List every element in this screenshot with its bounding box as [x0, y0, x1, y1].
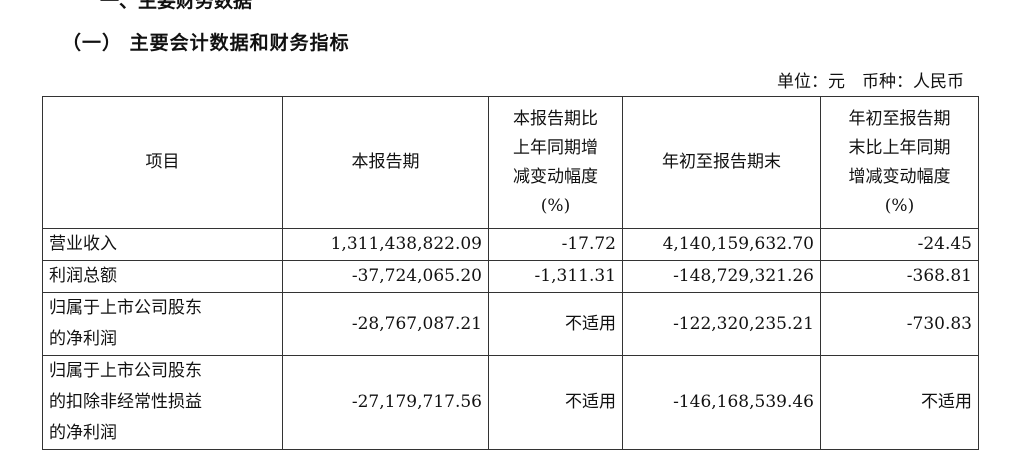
item-line: 的扣除非经常性损益: [49, 392, 202, 412]
item-line: 利润总额: [49, 266, 117, 286]
table-row: 营业收入 1,311,438,822.09 -17.72 4,140,159,632.…: [42, 228, 979, 261]
cell-current-change: -1,311.31: [488, 260, 623, 293]
cell-current: -27,179,717.56: [282, 355, 489, 450]
cell-item: 归属于上市公司股东 的净利润: [42, 292, 283, 356]
cell-ytd-change: 不适用: [820, 355, 979, 450]
header-current-change: 本报告期比 上年同期增 减变动幅度 (%): [488, 96, 623, 229]
header-line: 减变动幅度: [513, 166, 598, 187]
cell-item: 利润总额: [42, 260, 283, 293]
cell-ytd: 4,140,159,632.70: [622, 228, 821, 261]
section-title: （一） 主要会计数据和财务指标: [62, 32, 350, 54]
cell-ytd-change: -24.45: [820, 228, 979, 261]
item-line: 归属于上市公司股东: [49, 298, 202, 318]
cell-item: 营业收入: [42, 228, 283, 261]
header-line: (%): [540, 195, 571, 216]
table-row: 归属于上市公司股东 的扣除非经常性损益 的净利润 -27,179,717.56 不适用 -…: [42, 355, 979, 450]
header-line: 上年同期增: [513, 137, 598, 158]
table-row: 归属于上市公司股东 的净利润 -28,767,087.21 不适用 -122,320,2…: [42, 292, 979, 356]
item-line: 归属于上市公司股东: [49, 361, 202, 381]
item-line: 的净利润: [49, 329, 117, 349]
header-line: (%): [884, 195, 915, 216]
table-row: 利润总额 -37,724,065.20 -1,311.31 -148,729,321.…: [42, 260, 979, 293]
header-item: 项目: [42, 96, 283, 229]
cell-ytd: -148,729,321.26: [622, 260, 821, 293]
clipped-heading: 一、主要财务数据: [100, 0, 253, 12]
header-ytd: 年初至报告期末: [622, 96, 821, 229]
cell-current: -37,724,065.20: [282, 260, 489, 293]
header-line: 本报告期比: [513, 108, 598, 129]
cell-current: -28,767,087.21: [282, 292, 489, 356]
cell-current-change: 不适用: [488, 292, 623, 356]
header-line: 增减变动幅度: [848, 166, 951, 187]
item-line: 的净利润: [49, 423, 117, 443]
cell-ytd: -122,320,235.21: [622, 292, 821, 356]
cell-ytd: -146,168,539.46: [622, 355, 821, 450]
cell-item: 归属于上市公司股东 的扣除非经常性损益 的净利润: [42, 355, 283, 450]
header-line: 末比上年同期: [848, 137, 951, 158]
cell-current: 1,311,438,822.09: [282, 228, 489, 261]
cell-ytd-change: -730.83: [820, 292, 979, 356]
header-line: 年初至报告期: [848, 108, 951, 129]
cell-ytd-change: -368.81: [820, 260, 979, 293]
cell-current-change: -17.72: [488, 228, 623, 261]
financial-table: 项目 本报告期 本报告期比 上年同期增 减变动幅度 (%) 年初至报告期末 年初…: [42, 96, 979, 450]
item-line: 营业收入: [49, 234, 117, 254]
unit-note: 单位：元 币种：人民币: [777, 72, 964, 92]
cell-current-change: 不适用: [488, 355, 623, 450]
header-row: 项目 本报告期 本报告期比 上年同期增 减变动幅度 (%) 年初至报告期末 年初…: [42, 96, 979, 229]
header-ytd-change: 年初至报告期 末比上年同期 增减变动幅度 (%): [820, 96, 979, 229]
header-current: 本报告期: [282, 96, 489, 229]
